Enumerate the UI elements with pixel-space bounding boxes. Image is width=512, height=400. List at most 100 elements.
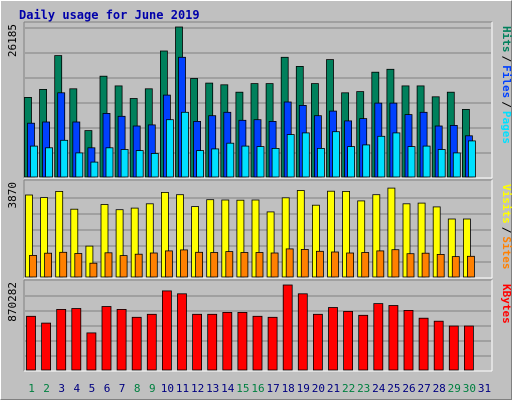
legend-item: Pages xyxy=(500,111,512,144)
max-value-label: 870282 xyxy=(6,282,19,322)
legend-item: / xyxy=(500,227,512,234)
bar-visits-4 xyxy=(70,208,79,278)
bar-visits-22 xyxy=(342,190,351,278)
bar-sites-1 xyxy=(29,254,37,278)
bar-kbytes-25 xyxy=(388,305,399,371)
bar-kbytes-7 xyxy=(116,308,127,371)
bar-visits-17 xyxy=(266,211,275,278)
bar-visits-1 xyxy=(25,194,33,278)
bar-visits-21 xyxy=(327,190,335,278)
bar-kbytes-1 xyxy=(26,315,36,371)
bar-visits-30 xyxy=(462,218,471,278)
x-label-day-6: 6 xyxy=(104,382,111,395)
bar-visits-2 xyxy=(40,197,48,278)
legend-item: Files xyxy=(500,65,512,98)
bar-kbytes-10 xyxy=(161,290,172,371)
bar-pages-13 xyxy=(211,148,220,178)
bar-kbytes-28 xyxy=(433,320,444,371)
bar-sites-22 xyxy=(346,252,355,278)
bar-pages-6 xyxy=(105,147,114,178)
bar-sites-10 xyxy=(164,250,173,278)
x-label-day-30: 30 xyxy=(463,382,476,395)
bar-visits-8 xyxy=(130,207,139,278)
bar-visits-16 xyxy=(251,199,260,278)
x-label-day-9: 9 xyxy=(149,382,156,395)
bar-visits-5 xyxy=(85,245,94,278)
legend-item: Hits xyxy=(500,26,512,53)
bar-sites-12 xyxy=(195,251,204,278)
bar-visits-19 xyxy=(296,190,305,278)
bar-sites-6 xyxy=(104,252,113,278)
panel-hits-files-pages: 26185 Hits / Files / Pages xyxy=(6,21,512,179)
bar-kbytes-24 xyxy=(373,303,384,371)
bar-visits-26 xyxy=(402,203,411,278)
bar-pages-24 xyxy=(377,135,386,178)
bar-kbytes-6 xyxy=(101,306,112,371)
x-label-day-27: 27 xyxy=(417,382,430,395)
bar-pages-12 xyxy=(196,150,205,178)
bar-sites-3 xyxy=(59,251,68,278)
x-label-day-18: 18 xyxy=(282,382,295,395)
bar-sites-16 xyxy=(255,252,264,278)
x-label-day-20: 20 xyxy=(312,382,325,395)
bar-visits-24 xyxy=(372,194,381,278)
x-label-day-3: 3 xyxy=(58,382,65,395)
bar-visits-3 xyxy=(55,190,64,278)
bar-visits-28 xyxy=(432,206,441,278)
bar-pages-19 xyxy=(301,132,310,178)
bar-visits-14 xyxy=(221,199,230,278)
bar-kbytes-3 xyxy=(56,308,67,371)
bar-pages-14 xyxy=(226,142,235,178)
bar-kbytes-15 xyxy=(237,311,248,371)
x-label-day-12: 12 xyxy=(191,382,204,395)
bar-sites-20 xyxy=(315,250,324,278)
x-label-day-13: 13 xyxy=(206,382,219,395)
x-label-day-1: 1 xyxy=(28,382,35,395)
x-label-day-7: 7 xyxy=(119,382,126,395)
bar-kbytes-16 xyxy=(252,315,263,371)
bar-pages-28 xyxy=(437,149,446,178)
bar-sites-8 xyxy=(134,253,143,278)
bar-visits-27 xyxy=(417,202,426,278)
x-label-day-25: 25 xyxy=(387,382,400,395)
bar-pages-11 xyxy=(181,111,189,178)
bar-kbytes-12 xyxy=(192,313,203,371)
bar-pages-5 xyxy=(90,161,99,178)
bar-sites-5 xyxy=(89,262,98,278)
panel-legend: Visits / Sites xyxy=(500,184,512,270)
x-label-day-22: 22 xyxy=(342,382,355,395)
x-label-day-17: 17 xyxy=(266,382,279,395)
bar-kbytes-13 xyxy=(207,313,218,371)
bar-sites-18 xyxy=(285,248,294,278)
bar-visits-23 xyxy=(357,200,366,278)
bar-pages-16 xyxy=(256,146,265,178)
bar-sites-19 xyxy=(300,248,309,278)
bar-sites-25 xyxy=(391,249,400,278)
bar-visits-9 xyxy=(145,203,154,278)
bar-pages-8 xyxy=(135,150,144,178)
bar-visits-7 xyxy=(115,209,124,278)
bar-sites-21 xyxy=(331,251,339,278)
bar-visits-10 xyxy=(160,191,169,278)
max-value-label: 26185 xyxy=(6,24,19,57)
bar-kbytes-2 xyxy=(41,322,51,371)
bar-sites-14 xyxy=(225,251,234,278)
x-label-day-21: 21 xyxy=(327,382,340,395)
legend-item: / xyxy=(500,101,512,108)
bar-visits-15 xyxy=(236,199,245,278)
bar-pages-22 xyxy=(347,146,356,178)
bar-pages-4 xyxy=(75,152,84,178)
x-label-day-26: 26 xyxy=(402,382,415,395)
bar-pages-26 xyxy=(407,146,416,178)
bar-sites-11 xyxy=(180,249,188,278)
bar-pages-23 xyxy=(362,144,371,178)
bar-visits-6 xyxy=(100,204,109,278)
bar-sites-26 xyxy=(406,253,415,278)
legend-item: / xyxy=(500,56,512,63)
x-label-day-16: 16 xyxy=(251,382,264,395)
x-label-day-28: 28 xyxy=(433,382,446,395)
bar-pages-9 xyxy=(150,153,159,178)
bar-visits-13 xyxy=(206,199,215,278)
panel-visits-sites: 3870 Visits / Sites xyxy=(6,179,512,279)
